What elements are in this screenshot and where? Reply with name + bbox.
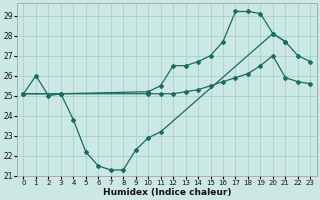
X-axis label: Humidex (Indice chaleur): Humidex (Indice chaleur) — [103, 188, 231, 197]
